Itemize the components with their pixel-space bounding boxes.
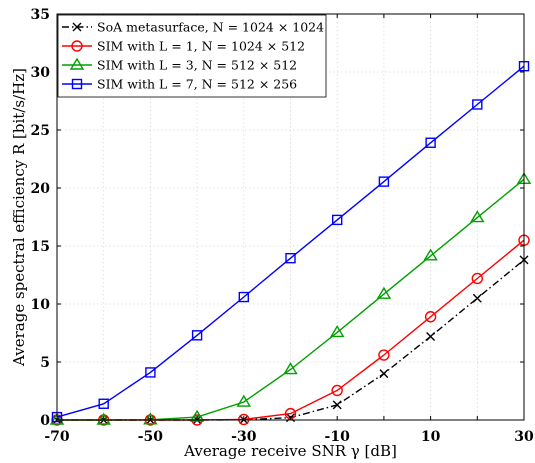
x-axis-label: Average receive SNR γ [dB]: [183, 442, 397, 460]
data-point: [238, 413, 250, 426]
data-point: [285, 252, 296, 264]
x-tick-label: 30: [514, 429, 534, 445]
legend-label: SIM with L = 1, N = 1024 × 512: [97, 39, 305, 54]
legend-item: SIM with L = 1, N = 1024 × 512: [62, 39, 305, 54]
legend-label: SoA metasurface, N = 1024 × 1024: [97, 20, 324, 35]
x-tick-label: -50: [138, 429, 164, 445]
data-point: [472, 293, 482, 303]
data-point: [426, 331, 436, 341]
legend-item: SIM with L = 7, N = 512 × 256: [62, 77, 297, 92]
y-tick-label: 0: [40, 413, 50, 429]
data-point: [376, 286, 392, 299]
legend-marker: [71, 78, 83, 90]
legend-item: SoA metasurface, N = 1024 × 1024: [62, 20, 324, 35]
y-tick-label: 10: [31, 297, 51, 313]
data-point: [96, 412, 111, 425]
data-point: [425, 137, 436, 148]
legend-marker: [72, 22, 82, 32]
data-point: [236, 394, 252, 407]
legend-box: [57, 14, 327, 98]
y-axis-label: Average spectral efficiency R [bit/s/Hz]: [10, 68, 28, 367]
data-point: [471, 272, 483, 285]
y-tick-label: 35: [31, 7, 50, 23]
data-point: [332, 214, 343, 226]
data-point: [378, 176, 390, 187]
series-line: [56, 65, 525, 418]
data-point: [379, 369, 389, 379]
data-point: [189, 409, 205, 422]
y-tick-label: 5: [40, 355, 50, 371]
legend-label: SIM with L = 7, N = 512 × 256: [97, 77, 297, 92]
data-point: [49, 412, 65, 425]
data-point: [423, 248, 438, 261]
data-point: [331, 384, 343, 397]
data-point: [424, 311, 437, 323]
y-tick-label: 15: [31, 239, 50, 255]
data-point: [238, 291, 250, 303]
y-tick-label: 25: [31, 123, 50, 139]
x-tick-label: -70: [44, 429, 70, 445]
legend-label: SIM with L = 3, N = 512 × 512: [97, 58, 297, 73]
legend-marker: [69, 57, 85, 70]
legend: SoA metasurface, N = 1024 × 1024 SIM with…: [57, 14, 327, 98]
y-tick-label: 30: [31, 65, 51, 81]
x-tick-label: -30: [231, 429, 257, 445]
legend-marker: [71, 40, 83, 52]
ticks: 0 5 10 15 20 25 30 35 -70 -50 -30 -10 10 30: [31, 7, 534, 445]
data-point: [329, 325, 345, 338]
y-tick-label: 20: [31, 181, 51, 197]
data-point: [143, 412, 158, 425]
data-point: [145, 367, 156, 378]
data-point: [332, 400, 342, 410]
data-point: [470, 210, 485, 223]
legend-item: SIM with L = 3, N = 512 × 512: [62, 58, 297, 73]
data-point: [191, 330, 203, 341]
data-point: [98, 398, 109, 409]
data-point: [472, 99, 483, 110]
x-tick-label: -10: [325, 429, 351, 445]
x-tick-label: 10: [421, 429, 441, 445]
data-point: [378, 349, 390, 361]
data-point: [283, 362, 298, 375]
